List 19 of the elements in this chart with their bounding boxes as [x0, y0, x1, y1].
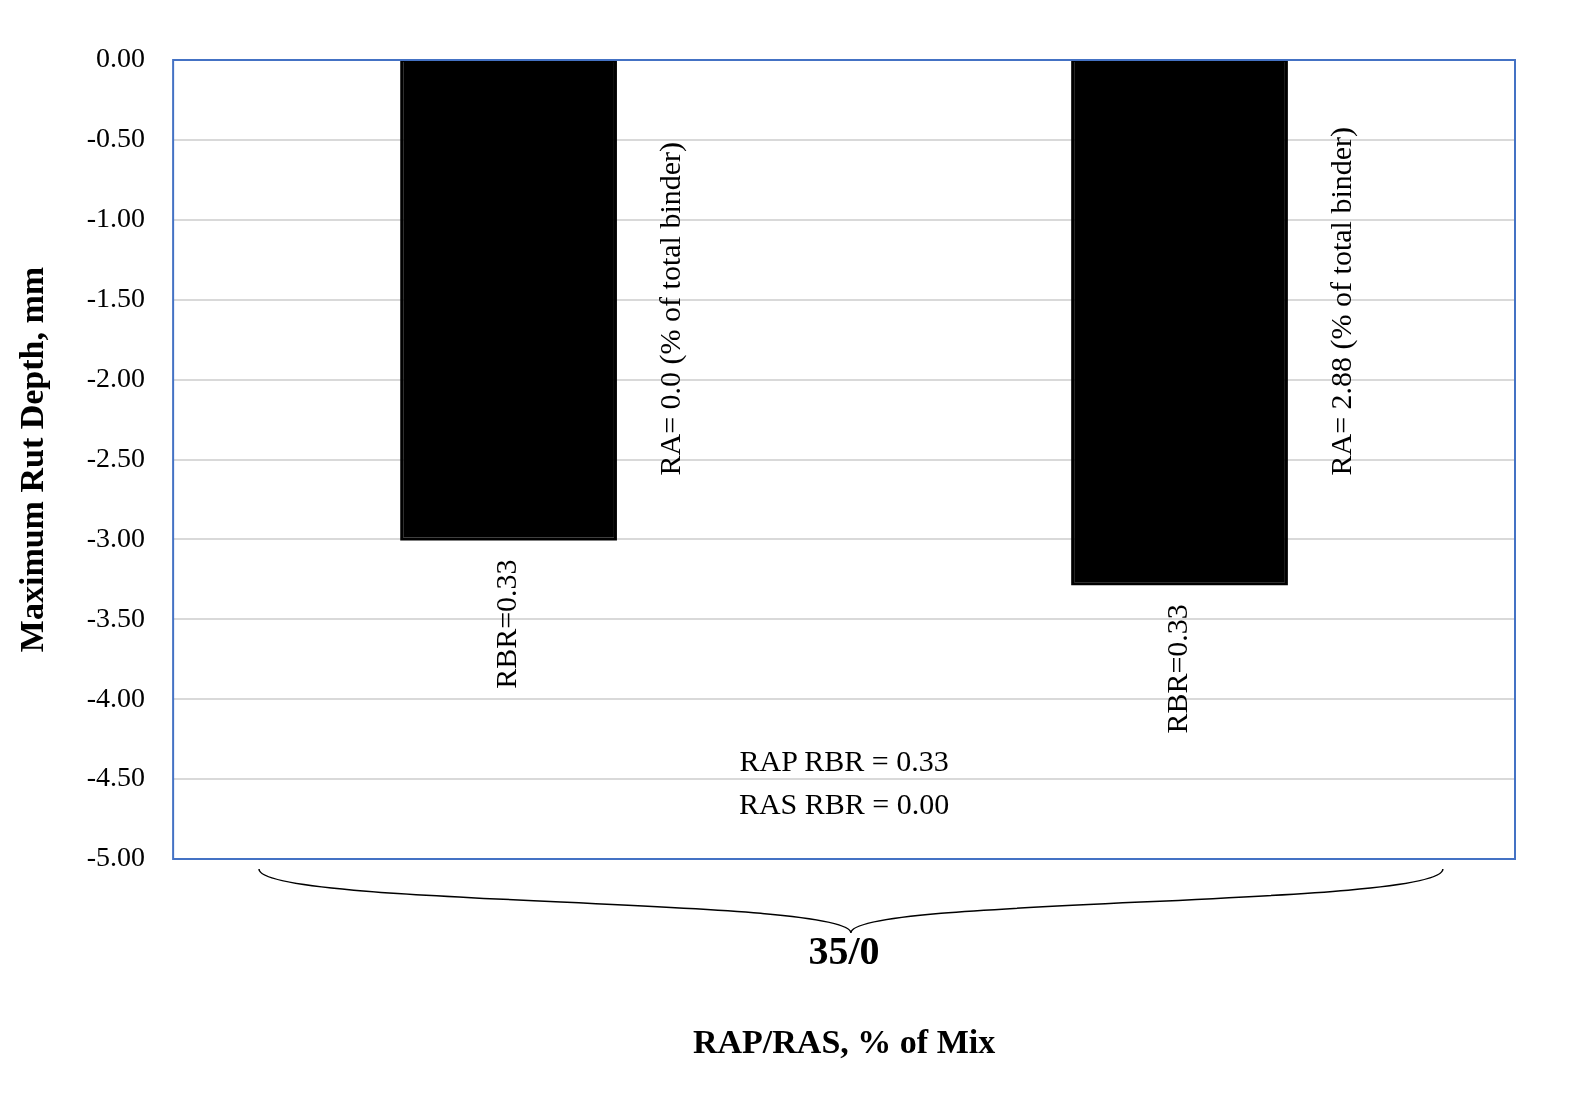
- y-tick-label: -5.00: [86, 841, 146, 873]
- y-tick-label: -2.00: [86, 361, 146, 393]
- annotation: RBR=0.33: [489, 559, 523, 689]
- y-tick-label: 0.00: [96, 42, 146, 74]
- y-tick-label: -4.50: [86, 761, 146, 793]
- y-tick-label: -1.50: [86, 282, 146, 314]
- y-tick-label: -3.50: [86, 601, 146, 633]
- y-axis-title: Maximum Rut Depth, mm: [13, 266, 51, 653]
- y-tick-label: -1.00: [86, 202, 146, 234]
- x-axis-title: RAP/RAS, % of Mix: [692, 1023, 996, 1061]
- y-tick-label: -2.50: [86, 441, 146, 473]
- annotation: RA= 2.88 (% of total binder): [1323, 126, 1358, 476]
- annotation: RA= 0.0 (% of total binder): [652, 141, 687, 476]
- annotation: RAP RBR = 0.33 RAS RBR = 0.00: [738, 743, 950, 820]
- y-tick-label: -4.00: [86, 681, 146, 713]
- y-tick-label: -0.50: [86, 122, 146, 154]
- y-tick-label: -3.00: [86, 521, 146, 553]
- text: 35/0: [808, 928, 880, 974]
- annotation: RBR=0.33: [1160, 604, 1194, 734]
